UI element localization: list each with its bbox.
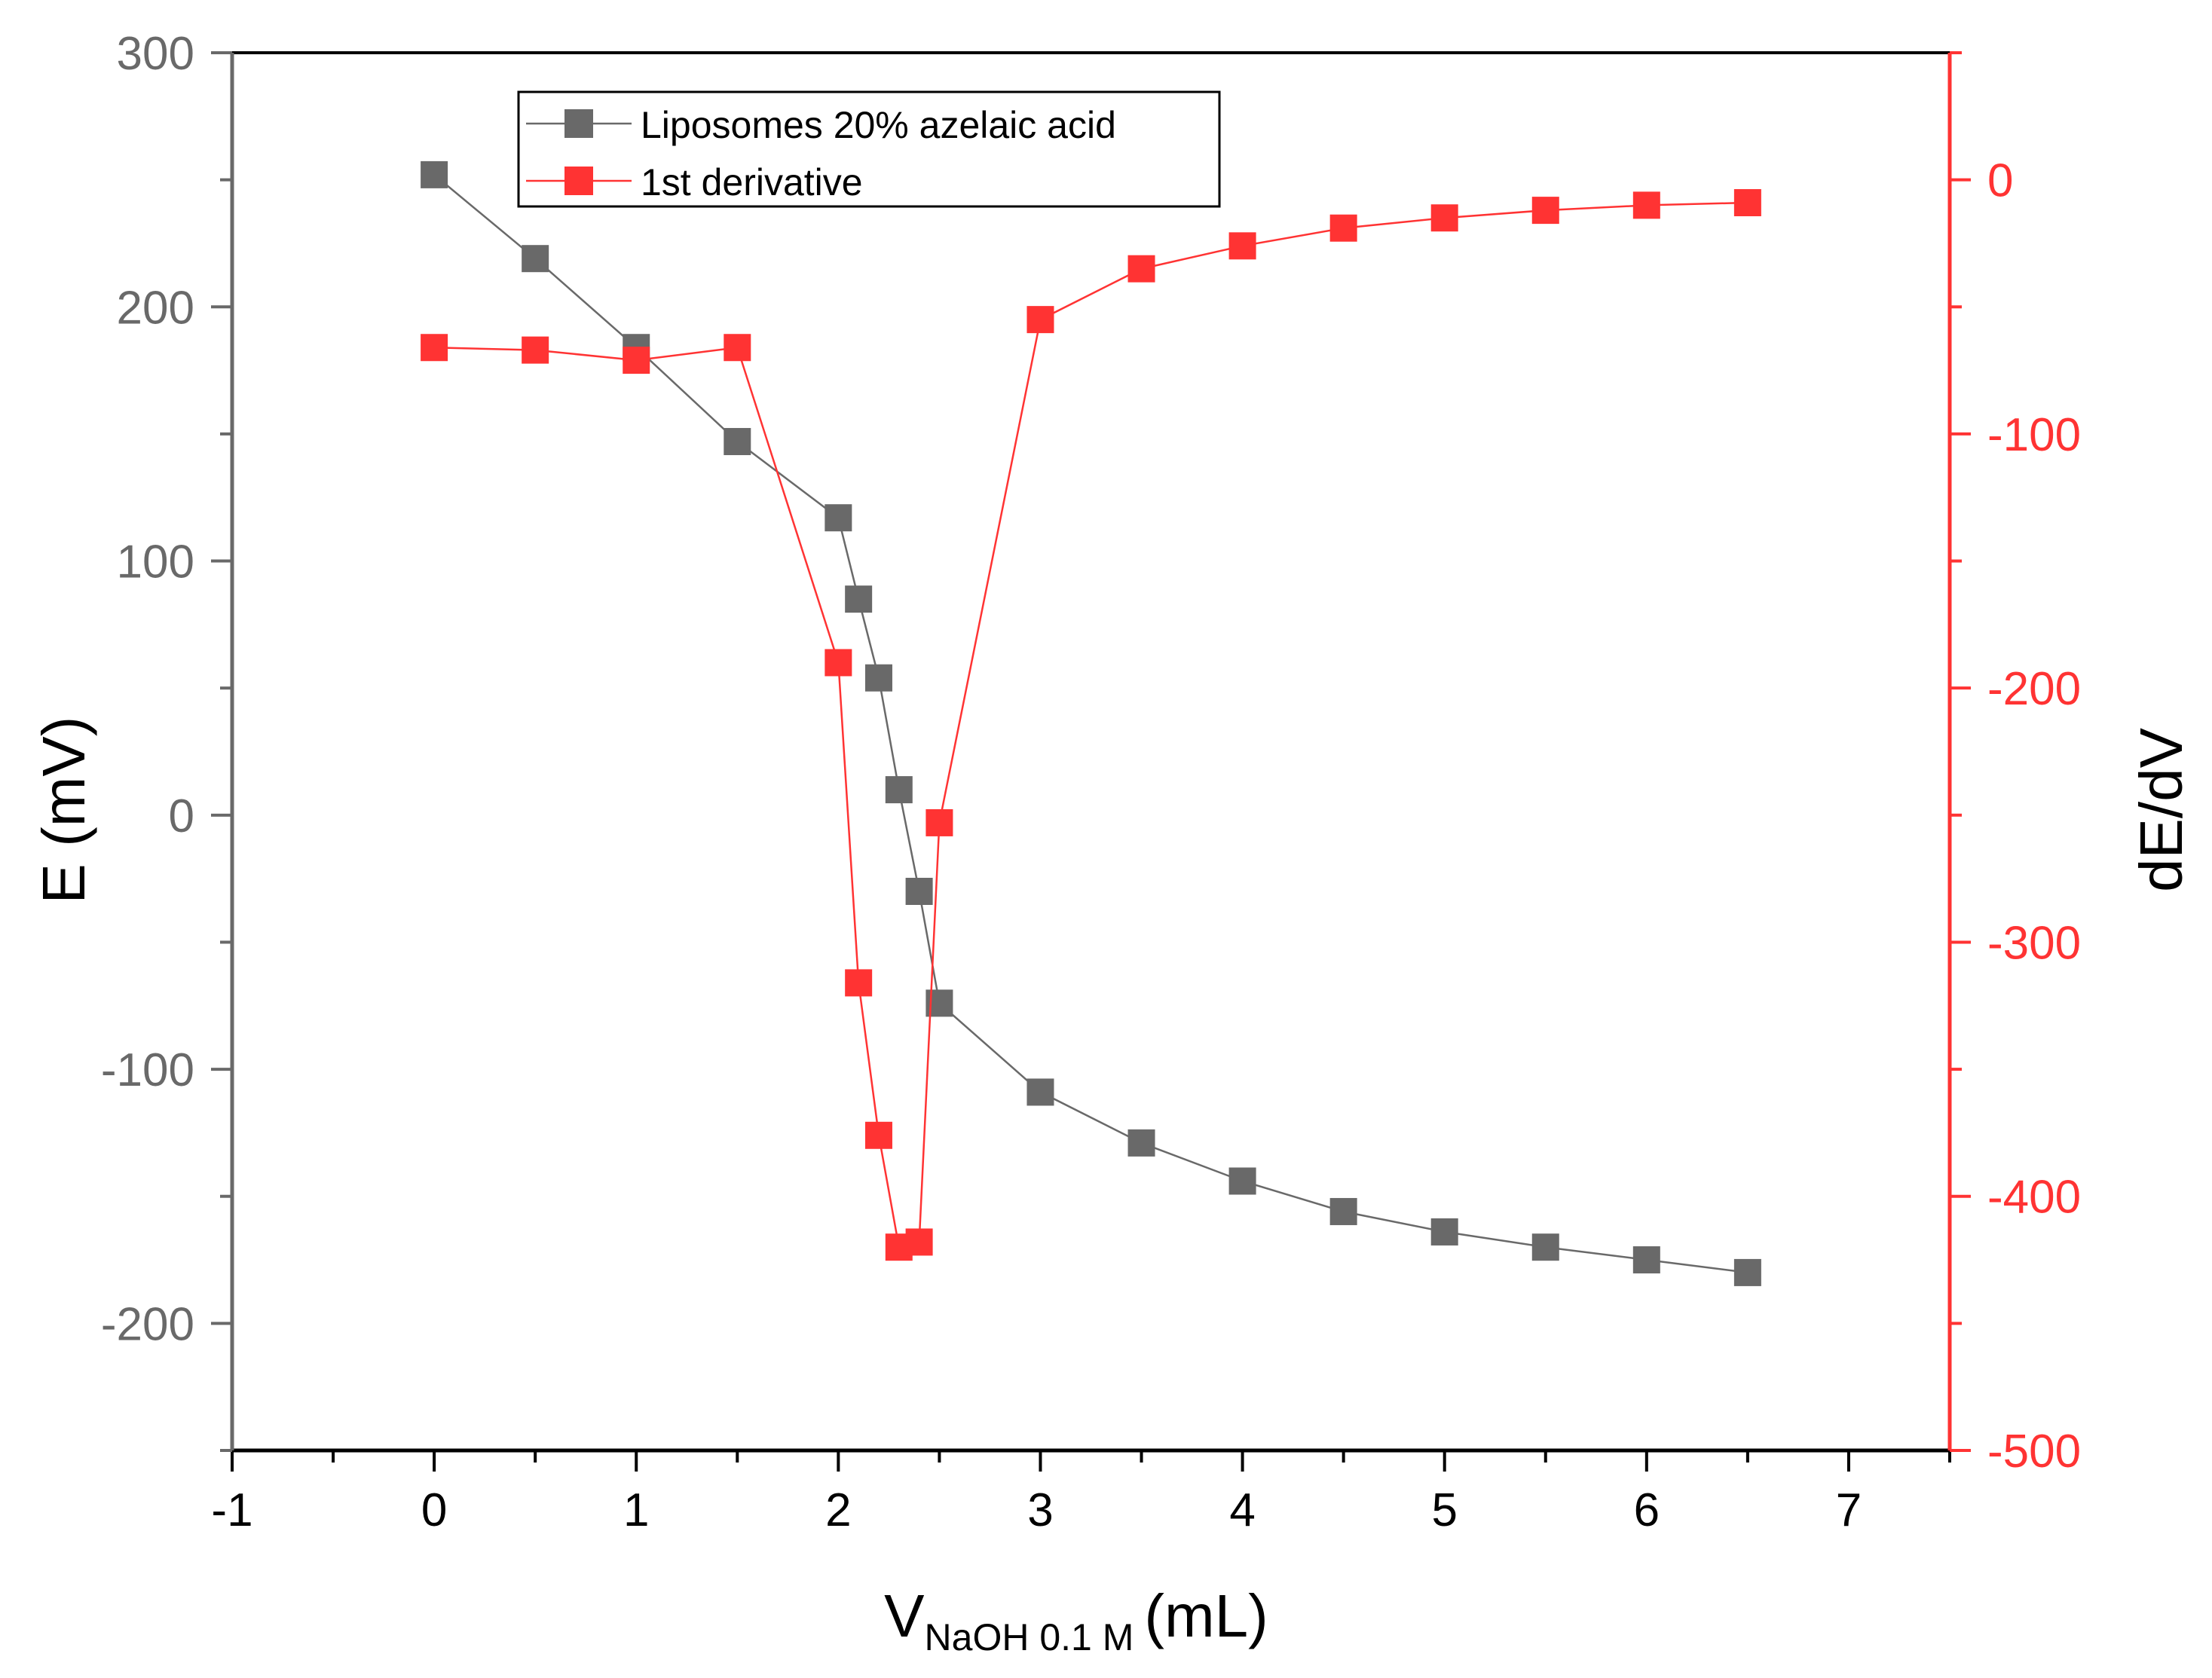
axes-frame: -1 0 1 2 3 4 5 6 7 -200 -100 0 100 200 300 -500 -400 -300… (101, 28, 2081, 1536)
series-2-point (1531, 197, 1559, 225)
series-2-point (724, 334, 751, 362)
series-2-point (1026, 306, 1054, 334)
series-1-point (905, 878, 933, 905)
series-2-point (1632, 191, 1660, 219)
series-2-point (845, 969, 873, 997)
series-1-point (1329, 1197, 1357, 1225)
x-tick-label: 7 (1836, 1484, 1862, 1536)
series-1-line (433, 173, 1748, 1274)
y2-tick-label: -400 (1987, 1172, 2081, 1224)
series-2-point (1228, 232, 1256, 260)
legend-marker-series-2 (564, 167, 593, 195)
x-tick-label: 2 (825, 1484, 851, 1536)
y2-tick-label: -100 (1987, 409, 2081, 461)
x-axis-title-unit: (mL) (1144, 1582, 1268, 1649)
series-2-point (623, 347, 650, 374)
series-1-point (1430, 1218, 1458, 1246)
series-2-point (1733, 188, 1761, 216)
series-1-point (825, 504, 852, 532)
series-2-point (421, 334, 448, 362)
series-1-point (1228, 1167, 1256, 1195)
series-1-point (724, 428, 751, 456)
x-axis-title-main: V (884, 1582, 925, 1649)
x-tick-label: 1 (623, 1484, 649, 1536)
y2-tick-label: -200 (1987, 663, 2081, 715)
x-tick-label: 4 (1229, 1484, 1255, 1536)
y2-tick-label: -500 (1987, 1426, 2081, 1478)
series-1-point (522, 245, 549, 273)
series-1-point (845, 585, 873, 613)
y-tick-label: 0 (169, 790, 194, 842)
series-1-point (885, 776, 913, 804)
x-tick-label: 6 (1634, 1484, 1660, 1536)
series-1-point (1127, 1129, 1155, 1157)
y-tick-label: -100 (101, 1044, 194, 1096)
series-2-point (522, 336, 549, 364)
x-axis-title: VNaOH 0.1 M (mL) (884, 1582, 1268, 1658)
series-2-point (1329, 214, 1357, 242)
series-2-point (864, 1121, 892, 1149)
y-tick-label: 300 (117, 28, 194, 80)
series-2-point (825, 649, 852, 677)
y2-tick-label: -300 (1987, 917, 2081, 969)
y2-axis-title: dE/dV (2128, 727, 2195, 892)
legend-label-series-1: Liposomes 20% azelaic acid (641, 104, 1116, 146)
series-2-point (1127, 255, 1155, 283)
y-tick-label: -200 (101, 1298, 194, 1350)
series-1-point (1531, 1233, 1559, 1261)
series-1-point (1026, 1078, 1054, 1106)
series-1-point (421, 160, 448, 188)
series-2-point (1430, 204, 1458, 232)
series-2-point (905, 1228, 933, 1256)
series-2-point (925, 808, 953, 836)
series-1-point (864, 664, 892, 692)
y2-tick-label: 0 (1987, 155, 2013, 207)
series-2-line (434, 201, 1748, 1249)
series-layer (421, 160, 1761, 1286)
y-tick-label: 200 (117, 282, 194, 334)
x-tick-label: 3 (1027, 1484, 1053, 1536)
x-tick-label: -1 (211, 1484, 252, 1536)
y-axis-title: E (mV) (30, 717, 97, 904)
y-tick-label: 100 (117, 536, 194, 588)
legend-box (517, 90, 1221, 208)
series-1-point (1733, 1258, 1761, 1286)
x-tick-label: 5 (1431, 1484, 1457, 1536)
legend: Liposomes 20% azelaic acid 1st derivativ… (517, 90, 1221, 208)
x-tick-label: 0 (421, 1484, 447, 1536)
x-axis-title-subscript: NaOH 0.1 M (925, 1616, 1134, 1658)
legend-marker-series-1 (564, 109, 593, 138)
legend-label-series-2: 1st derivative (641, 161, 863, 203)
series-1-point (1632, 1246, 1660, 1274)
